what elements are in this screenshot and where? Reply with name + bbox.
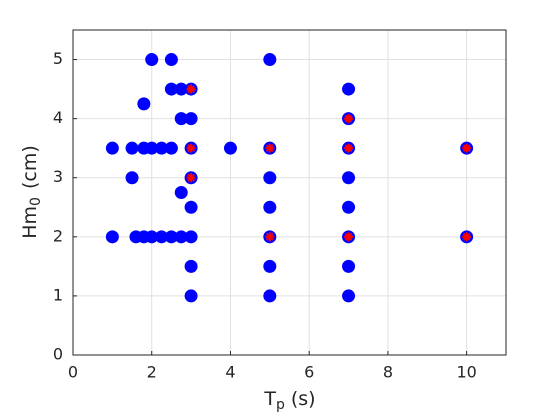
star-stroke bbox=[187, 173, 195, 182]
y-tick-label: 0 bbox=[53, 345, 63, 364]
point bbox=[145, 53, 159, 67]
star-point bbox=[462, 143, 472, 153]
star-stroke bbox=[344, 144, 353, 153]
point bbox=[342, 82, 356, 96]
star-point bbox=[344, 114, 354, 124]
star-stroke bbox=[462, 232, 471, 241]
point bbox=[342, 200, 356, 214]
point bbox=[263, 289, 277, 303]
point bbox=[125, 171, 139, 185]
y-label-main: Hm bbox=[19, 206, 41, 239]
point bbox=[184, 289, 198, 303]
point bbox=[342, 171, 356, 185]
point bbox=[174, 186, 188, 199]
point bbox=[164, 53, 178, 67]
star-stroke bbox=[344, 232, 353, 241]
x-tick-label: 6 bbox=[304, 363, 314, 382]
point bbox=[263, 259, 277, 273]
point bbox=[263, 171, 277, 185]
x-label-sub: p bbox=[276, 397, 285, 413]
y-axis-label: Hm0 (cm) bbox=[19, 145, 45, 239]
star-stroke bbox=[265, 232, 274, 241]
star-stroke bbox=[187, 85, 195, 93]
point bbox=[342, 259, 356, 273]
x-tick-label: 10 bbox=[456, 363, 476, 382]
y-tick-label: 4 bbox=[53, 108, 63, 127]
x-tick-label: 2 bbox=[147, 363, 157, 382]
point bbox=[184, 230, 198, 244]
star-stroke bbox=[187, 144, 195, 153]
point bbox=[342, 289, 356, 303]
y-label-rest: (cm) bbox=[19, 145, 41, 189]
star-point bbox=[186, 143, 196, 153]
x-tick-label: 4 bbox=[225, 363, 235, 382]
star-stroke bbox=[265, 144, 274, 153]
star-point bbox=[344, 143, 354, 153]
point bbox=[184, 259, 198, 273]
point bbox=[105, 141, 119, 155]
y-tick-label: 2 bbox=[53, 226, 63, 245]
x-axis-label: Tp (s) bbox=[263, 388, 315, 414]
point bbox=[263, 200, 277, 214]
point bbox=[105, 230, 119, 244]
point bbox=[223, 141, 237, 155]
point bbox=[137, 97, 151, 111]
y-tick-label: 3 bbox=[53, 167, 63, 186]
star-stroke bbox=[344, 114, 353, 123]
point bbox=[184, 112, 198, 126]
star-point bbox=[186, 173, 196, 183]
star-stroke bbox=[462, 144, 471, 153]
plot-frame bbox=[72, 29, 507, 356]
y-label-sub: 0 bbox=[28, 197, 44, 206]
point bbox=[184, 200, 198, 214]
star-point bbox=[265, 143, 275, 153]
point bbox=[164, 141, 178, 155]
star-point bbox=[344, 232, 354, 242]
x-tick-label: 0 bbox=[68, 363, 78, 382]
x-tick-label: 8 bbox=[383, 363, 393, 382]
x-label-main: T bbox=[263, 388, 276, 410]
point bbox=[263, 53, 277, 67]
star-point bbox=[265, 232, 275, 242]
x-label-rest: (s) bbox=[291, 388, 316, 410]
star-point bbox=[462, 232, 472, 242]
y-tick-label: 1 bbox=[53, 285, 63, 304]
star-point bbox=[186, 84, 196, 94]
point bbox=[125, 141, 139, 155]
y-tick-label: 5 bbox=[53, 49, 63, 68]
